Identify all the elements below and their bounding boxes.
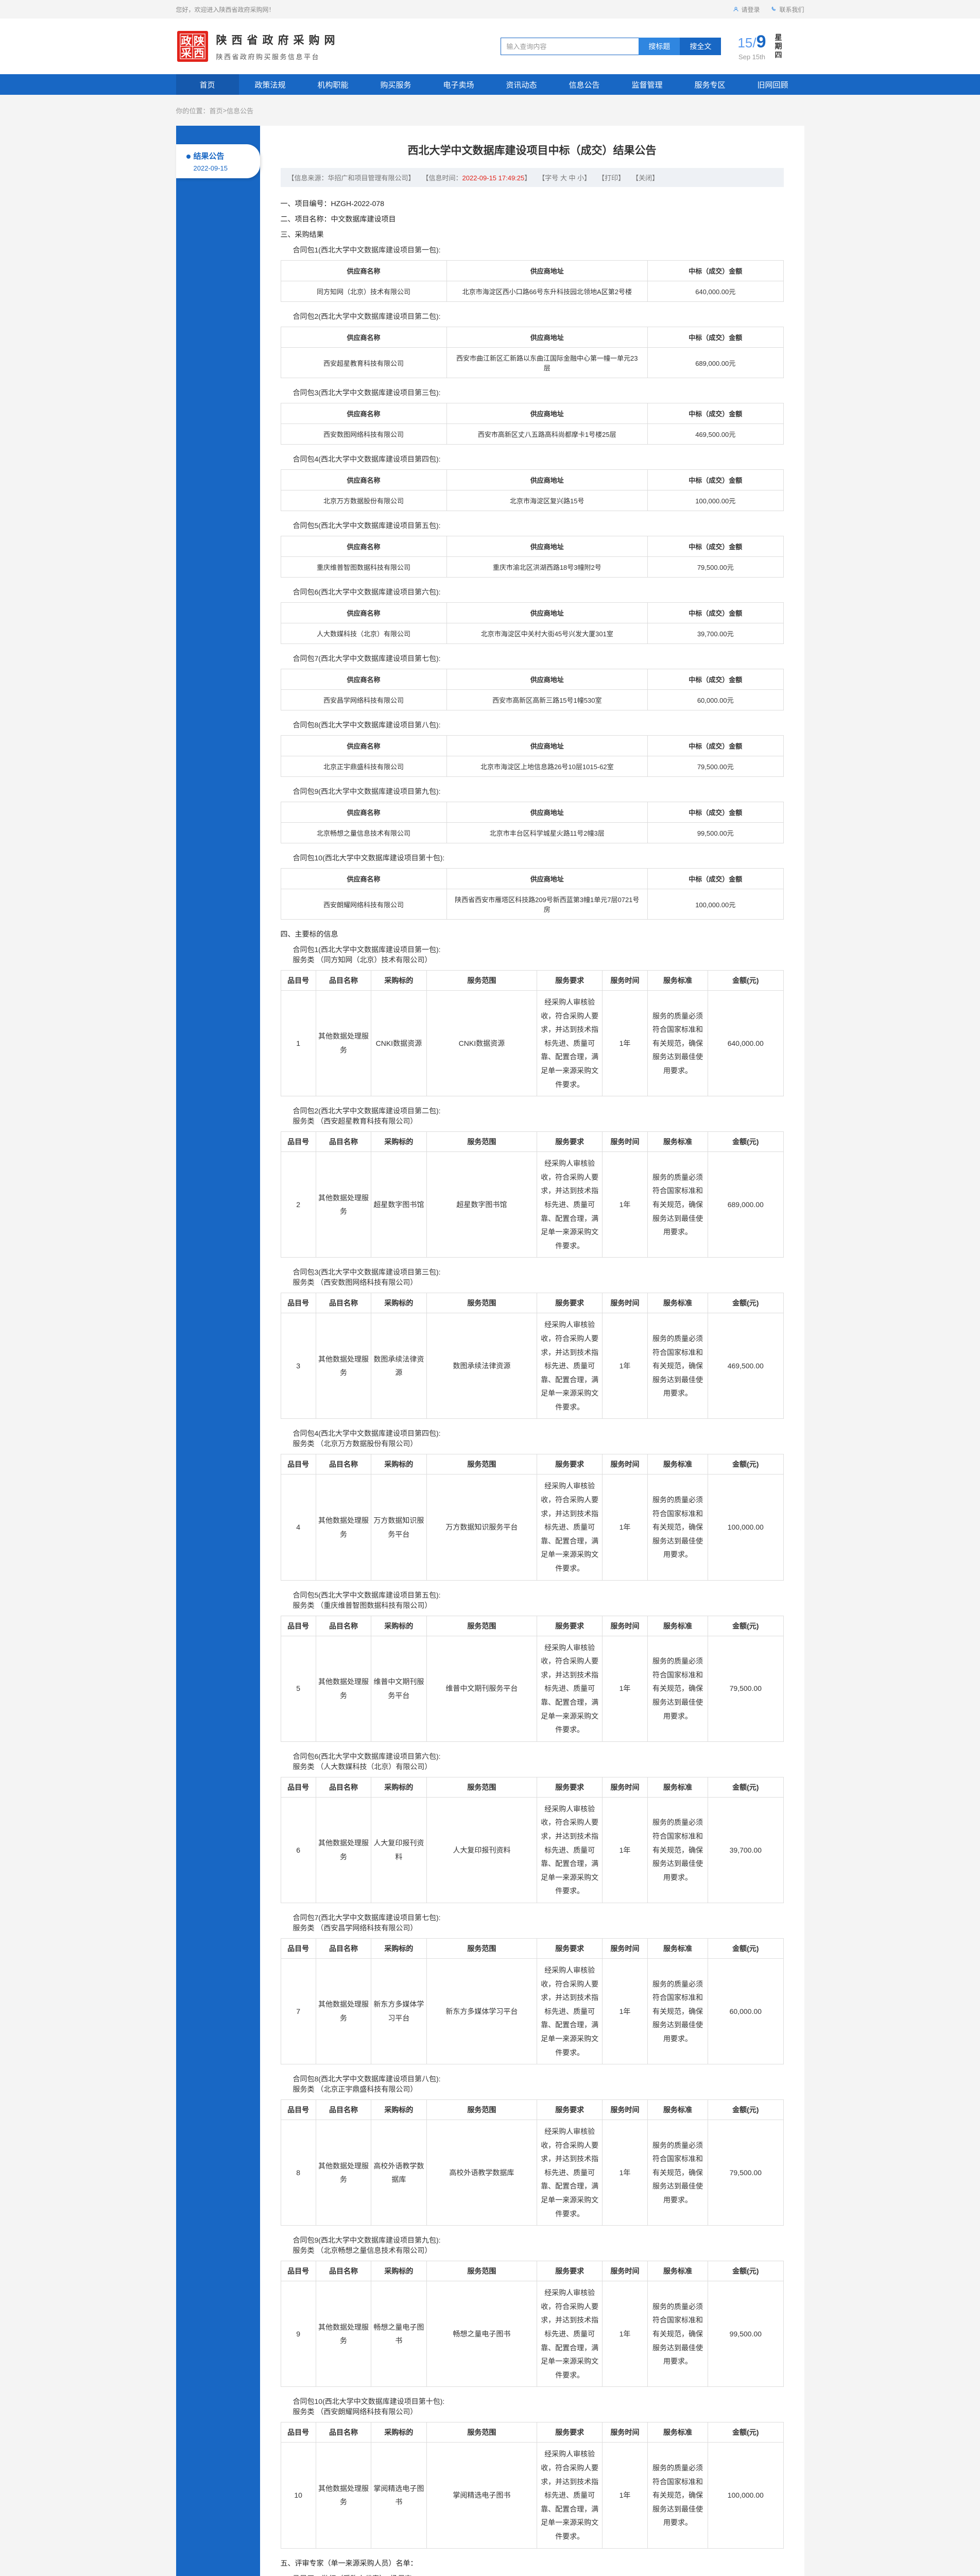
svg-text:西: 西 [193, 47, 204, 59]
svg-text:政: 政 [181, 35, 192, 47]
svg-text:采: 采 [180, 47, 192, 59]
svg-text:陕: 陕 [193, 35, 204, 47]
